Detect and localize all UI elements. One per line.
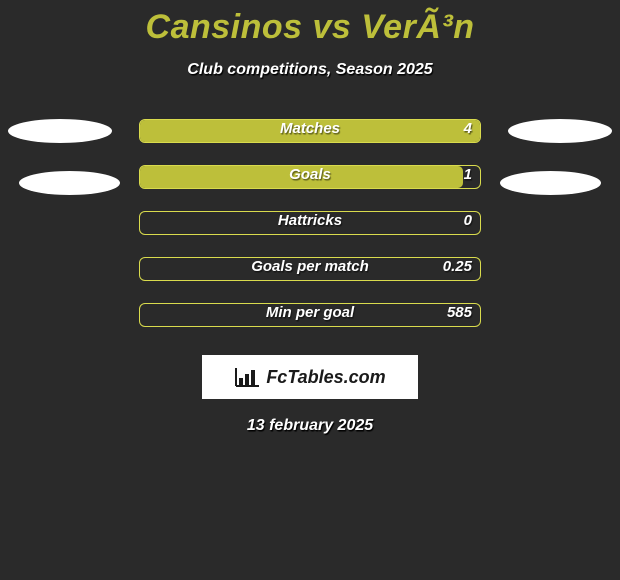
stat-value: 0.25 <box>443 258 472 275</box>
stat-value: 0 <box>464 212 472 229</box>
stat-label: Goals <box>0 166 620 183</box>
footer-date: 13 february 2025 <box>0 417 620 435</box>
stat-row: Goals per match0.25 <box>0 257 620 303</box>
logo-text: FcTables.com <box>266 367 385 388</box>
subtitle: Club competitions, Season 2025 <box>0 61 620 79</box>
stat-row: Hattricks0 <box>0 211 620 257</box>
stats-chart: Matches4Goals1Hattricks0Goals per match0… <box>0 119 620 349</box>
stat-row: Matches4 <box>0 119 620 165</box>
stat-label: Min per goal <box>0 304 620 321</box>
bar-chart-icon <box>234 366 260 388</box>
stat-row: Goals1 <box>0 165 620 211</box>
stat-value: 1 <box>464 166 472 183</box>
stat-value: 4 <box>464 120 472 137</box>
stat-label: Matches <box>0 120 620 137</box>
page-title: Cansinos vs VerÃ³n <box>0 0 620 47</box>
stat-value: 585 <box>447 304 472 321</box>
stat-row: Min per goal585 <box>0 303 620 349</box>
stat-label: Goals per match <box>0 258 620 275</box>
site-logo: FcTables.com <box>202 355 418 399</box>
stat-label: Hattricks <box>0 212 620 229</box>
